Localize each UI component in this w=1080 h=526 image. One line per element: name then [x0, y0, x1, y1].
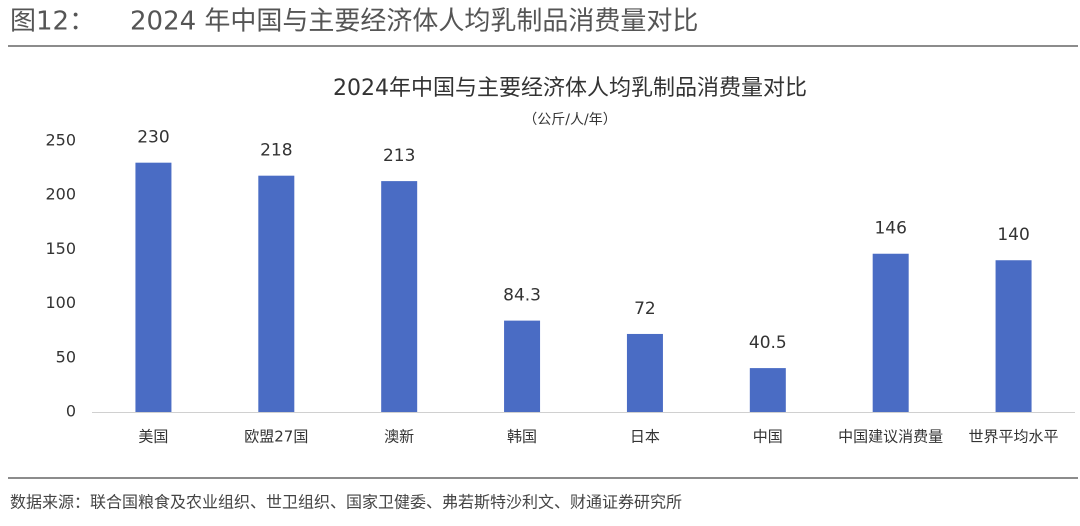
y-tick-label: 150 [45, 239, 76, 258]
figure-title: 2024 年中国与主要经济体人均乳制品消费量对比 [130, 7, 698, 37]
figure-label: 图12： [10, 7, 95, 37]
chart-subtitle: （公斤/人/年） [523, 112, 616, 128]
x-tick-label: 美国 [138, 428, 168, 446]
value-label: 213 [383, 146, 415, 166]
y-tick-label: 200 [45, 185, 76, 204]
value-label: 84.3 [503, 286, 541, 306]
chart-title: 2024年中国与主要经济体人均乳制品消费量对比 [333, 76, 807, 101]
value-label: 72 [634, 299, 656, 319]
x-tick-label: 欧盟27国 [244, 428, 308, 446]
bar [626, 333, 663, 412]
x-tick-label: 世界平均水平 [969, 428, 1059, 446]
bar [995, 260, 1032, 412]
x-tick-label: 澳新 [384, 428, 414, 446]
bar [258, 175, 295, 412]
bar [504, 320, 541, 412]
value-label: 146 [874, 219, 906, 239]
y-tick-label: 250 [45, 131, 76, 150]
value-label: 140 [997, 225, 1029, 245]
value-label: 40.5 [749, 333, 787, 353]
bar [872, 253, 909, 412]
x-tick-label: 中国 [753, 428, 783, 446]
x-tick-label: 韩国 [507, 428, 537, 446]
y-tick-label: 100 [45, 293, 76, 312]
x-tick-label: 日本 [630, 428, 660, 446]
bar [135, 162, 172, 412]
y-tick-label: 50 [56, 347, 76, 366]
source: 数据来源：联合国粮食及农业组织、世卫组织、国家卫健委、弗若斯特沙利文、财通证券研… [10, 493, 682, 512]
bar [381, 181, 418, 412]
bar [749, 368, 786, 412]
value-label: 230 [137, 128, 169, 148]
x-tick-label: 中国建议消费量 [838, 428, 943, 446]
value-label: 218 [260, 141, 292, 161]
y-tick-label: 0 [66, 402, 76, 421]
